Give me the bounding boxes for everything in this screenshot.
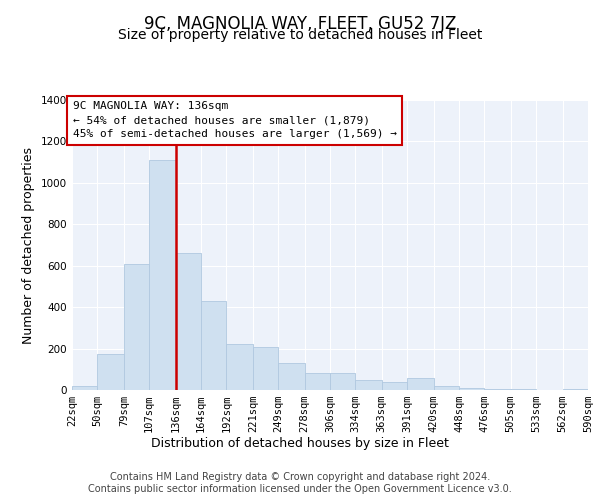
Bar: [382, 382, 407, 390]
Bar: [226, 344, 253, 390]
Bar: [355, 380, 382, 390]
Bar: [484, 389, 511, 390]
Text: 9C MAGNOLIA WAY: 136sqm
← 54% of detached houses are smaller (1,879)
45% of semi: 9C MAGNOLIA WAY: 136sqm ← 54% of detache…: [73, 102, 397, 140]
Bar: [201, 301, 226, 390]
Y-axis label: Number of detached properties: Number of detached properties: [22, 146, 35, 344]
Bar: [434, 386, 459, 390]
Bar: [563, 389, 588, 390]
Bar: [330, 374, 355, 390]
Bar: [149, 160, 176, 390]
Bar: [124, 264, 149, 390]
Text: Contains HM Land Registry data © Crown copyright and database right 2024.: Contains HM Land Registry data © Crown c…: [110, 472, 490, 482]
Bar: [305, 374, 330, 390]
Bar: [253, 346, 278, 390]
Bar: [459, 388, 484, 390]
Bar: [97, 354, 124, 390]
Bar: [278, 363, 305, 390]
Text: Contains public sector information licensed under the Open Government Licence v3: Contains public sector information licen…: [88, 484, 512, 494]
Text: Distribution of detached houses by size in Fleet: Distribution of detached houses by size …: [151, 438, 449, 450]
Bar: [511, 389, 536, 390]
Text: Size of property relative to detached houses in Fleet: Size of property relative to detached ho…: [118, 28, 482, 42]
Text: 9C, MAGNOLIA WAY, FLEET, GU52 7JZ: 9C, MAGNOLIA WAY, FLEET, GU52 7JZ: [144, 15, 456, 33]
Bar: [176, 254, 201, 390]
Bar: [407, 378, 434, 390]
Bar: [72, 386, 97, 390]
